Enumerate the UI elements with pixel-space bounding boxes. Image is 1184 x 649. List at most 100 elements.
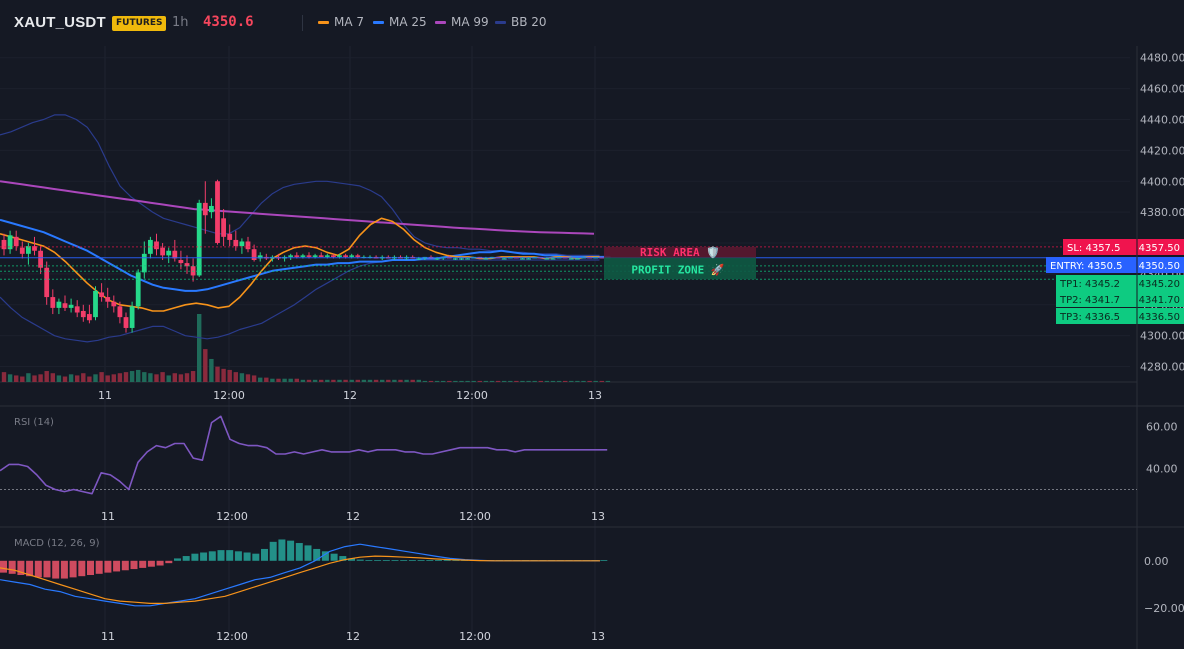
candle-body[interactable] [568, 258, 574, 260]
legend-ma7[interactable]: MA 7 [318, 15, 364, 29]
level-tag-tp[interactable] [1056, 275, 1184, 291]
candle-body[interactable] [87, 314, 92, 321]
bb-upper-line [0, 114, 600, 256]
candle-body[interactable] [434, 258, 440, 260]
candle-body[interactable] [38, 250, 43, 268]
candle-body[interactable] [117, 306, 123, 318]
candle-body[interactable] [93, 290, 98, 318]
candle-body[interactable] [465, 258, 470, 260]
level-tag-label: ENTRY: 4350.5 [1050, 261, 1123, 272]
candle-body[interactable] [312, 255, 318, 257]
legend-bb20[interactable]: BB 20 [495, 15, 547, 29]
candle-body[interactable] [166, 250, 172, 256]
candle-body[interactable] [19, 247, 25, 254]
candle-body[interactable] [318, 255, 324, 257]
candle-body[interactable] [227, 233, 233, 240]
level-tag-sl[interactable] [1063, 239, 1184, 255]
candle-body[interactable] [196, 202, 202, 276]
candle-body[interactable] [288, 255, 294, 257]
candle-body[interactable] [520, 258, 525, 260]
macd-histogram-bar [374, 560, 382, 561]
candle-body[interactable] [160, 247, 165, 256]
volume-bar [93, 374, 98, 382]
candle-body[interactable] [526, 258, 531, 260]
candle-body[interactable] [483, 258, 489, 260]
candle-body[interactable] [337, 255, 342, 257]
volume-bar [605, 380, 611, 382]
candle-body[interactable] [349, 255, 355, 257]
candle-body[interactable] [178, 260, 184, 264]
volume-bar [270, 378, 275, 382]
candle-body[interactable] [324, 255, 330, 257]
volume-bar [398, 379, 403, 382]
level-tag-entry[interactable] [1046, 257, 1184, 273]
candle-body[interactable] [129, 306, 135, 328]
candle-body[interactable] [233, 239, 239, 247]
candle-body[interactable] [294, 255, 300, 257]
candle-body[interactable] [13, 236, 19, 247]
ma99-line [0, 180, 595, 235]
volume-bar [416, 379, 421, 382]
candle-body[interactable] [343, 255, 348, 257]
candle-body[interactable] [56, 301, 62, 308]
candle-body[interactable] [202, 202, 208, 216]
candle-body[interactable] [135, 272, 141, 307]
candle-body[interactable] [32, 246, 37, 251]
candle-body[interactable] [44, 267, 50, 298]
candle-body[interactable] [239, 241, 245, 247]
timeframe-label[interactable]: 1h [172, 15, 189, 30]
candle-body[interactable] [251, 249, 257, 261]
candle-body[interactable] [154, 241, 159, 250]
volume-bar [190, 371, 196, 382]
candle-body[interactable] [215, 181, 220, 244]
candle-body[interactable] [550, 258, 556, 260]
candle-body[interactable] [172, 250, 178, 259]
macd-tick-label: −20.00 [1144, 602, 1184, 615]
candle-body[interactable] [575, 258, 580, 260]
candle-body[interactable] [80, 310, 86, 318]
macd-histogram-bar [95, 560, 103, 574]
candle-body[interactable] [141, 253, 147, 273]
candle-body[interactable] [68, 304, 74, 308]
candle-body[interactable] [105, 297, 111, 302]
volume-bar [26, 373, 31, 382]
candle-body[interactable] [111, 301, 117, 307]
volume-bar [502, 380, 507, 382]
legend-ma99[interactable]: MA 99 [435, 15, 489, 29]
candle-body[interactable] [544, 258, 550, 260]
volume-bar [459, 380, 464, 382]
candle-body[interactable] [62, 303, 68, 308]
symbol-name[interactable]: XAUT_USDT [14, 14, 106, 31]
candle-body[interactable] [1, 239, 7, 250]
candle-body[interactable] [501, 258, 507, 260]
candle-body[interactable] [99, 292, 104, 298]
candle-body[interactable] [26, 246, 31, 254]
candle-body[interactable] [300, 255, 306, 257]
candle-body[interactable] [355, 255, 361, 257]
candle-body[interactable] [245, 241, 251, 250]
candle-body[interactable] [453, 258, 458, 260]
candle-body[interactable] [184, 263, 190, 267]
volume-bar [599, 380, 604, 382]
candle-body[interactable] [50, 297, 56, 308]
candle-body[interactable] [123, 317, 129, 328]
candle-body[interactable] [7, 235, 13, 250]
level-tag-tp[interactable] [1056, 308, 1184, 324]
candle-body[interactable] [221, 218, 226, 237]
rsi-tick-label: 60.00 [1146, 421, 1178, 434]
candle-body[interactable] [459, 258, 464, 260]
volume-bar [105, 375, 110, 382]
level-tag-tp[interactable] [1056, 291, 1184, 307]
legend-ma25[interactable]: MA 25 [373, 15, 427, 29]
candle-body[interactable] [148, 239, 153, 254]
volume-bar [14, 375, 19, 382]
candle-body[interactable] [416, 258, 422, 260]
candle-body[interactable] [209, 205, 214, 213]
candle-body[interactable] [306, 255, 312, 257]
candle-body[interactable] [74, 306, 80, 313]
candle-body[interactable] [331, 255, 336, 257]
macd-histogram-bar [191, 553, 199, 561]
time-tick-label: 12:00 [213, 389, 245, 402]
candle-body[interactable] [257, 255, 263, 259]
